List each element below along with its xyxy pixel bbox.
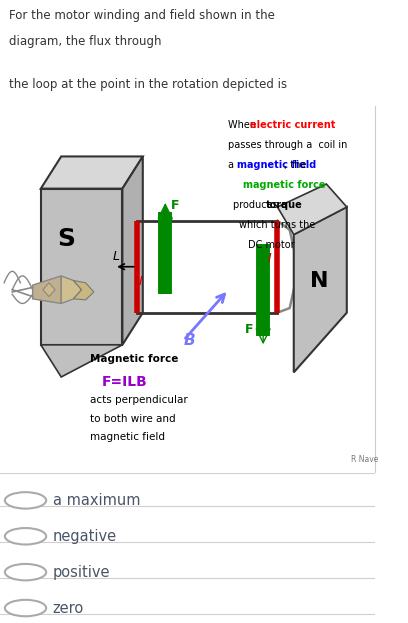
Text: diagram, the flux through: diagram, the flux through — [9, 35, 162, 48]
Text: a maximum: a maximum — [53, 493, 140, 508]
Text: I: I — [139, 275, 142, 288]
Text: When: When — [228, 120, 260, 130]
Text: L: L — [112, 250, 119, 263]
Polygon shape — [61, 276, 82, 303]
Text: torque: torque — [266, 200, 303, 210]
Polygon shape — [33, 276, 61, 303]
Text: I: I — [267, 252, 271, 265]
Polygon shape — [41, 156, 143, 189]
Text: DC motor: DC motor — [248, 240, 295, 250]
Text: passes through a  coil in: passes through a coil in — [228, 140, 348, 150]
Circle shape — [5, 492, 46, 508]
Text: R Nave: R Nave — [351, 455, 378, 464]
Polygon shape — [294, 207, 347, 373]
Text: negative: negative — [53, 529, 117, 544]
Text: a: a — [228, 160, 237, 170]
Text: B: B — [184, 333, 195, 348]
Text: electric current: electric current — [250, 120, 335, 130]
Text: F: F — [245, 323, 253, 336]
Text: zero: zero — [53, 601, 84, 616]
Text: which turns the: which turns the — [239, 220, 315, 230]
Circle shape — [5, 528, 46, 545]
Text: to both wire and: to both wire and — [90, 414, 175, 424]
Text: magnetic field: magnetic field — [237, 160, 317, 170]
Text: acts perpendicular: acts perpendicular — [90, 396, 188, 406]
Text: Magnetic force: Magnetic force — [90, 354, 178, 364]
Text: the loop at the point in the rotation depicted is: the loop at the point in the rotation de… — [9, 78, 288, 91]
Circle shape — [5, 600, 46, 616]
Text: produces a: produces a — [233, 200, 290, 210]
Text: positive: positive — [53, 564, 110, 579]
Polygon shape — [122, 156, 143, 345]
Circle shape — [5, 564, 46, 581]
Text: magnetic force: magnetic force — [243, 180, 325, 191]
Text: N: N — [310, 270, 328, 290]
Polygon shape — [277, 184, 347, 234]
Polygon shape — [41, 345, 122, 377]
Text: F=ILB: F=ILB — [102, 374, 148, 389]
Polygon shape — [43, 283, 55, 297]
Text: F: F — [171, 199, 180, 212]
Text: magnetic field: magnetic field — [90, 432, 165, 442]
Text: , the: , the — [284, 160, 306, 170]
Text: For the motor winding and field shown in the: For the motor winding and field shown in… — [9, 9, 275, 22]
Polygon shape — [73, 280, 94, 300]
Polygon shape — [41, 189, 122, 345]
Text: S: S — [57, 227, 75, 251]
